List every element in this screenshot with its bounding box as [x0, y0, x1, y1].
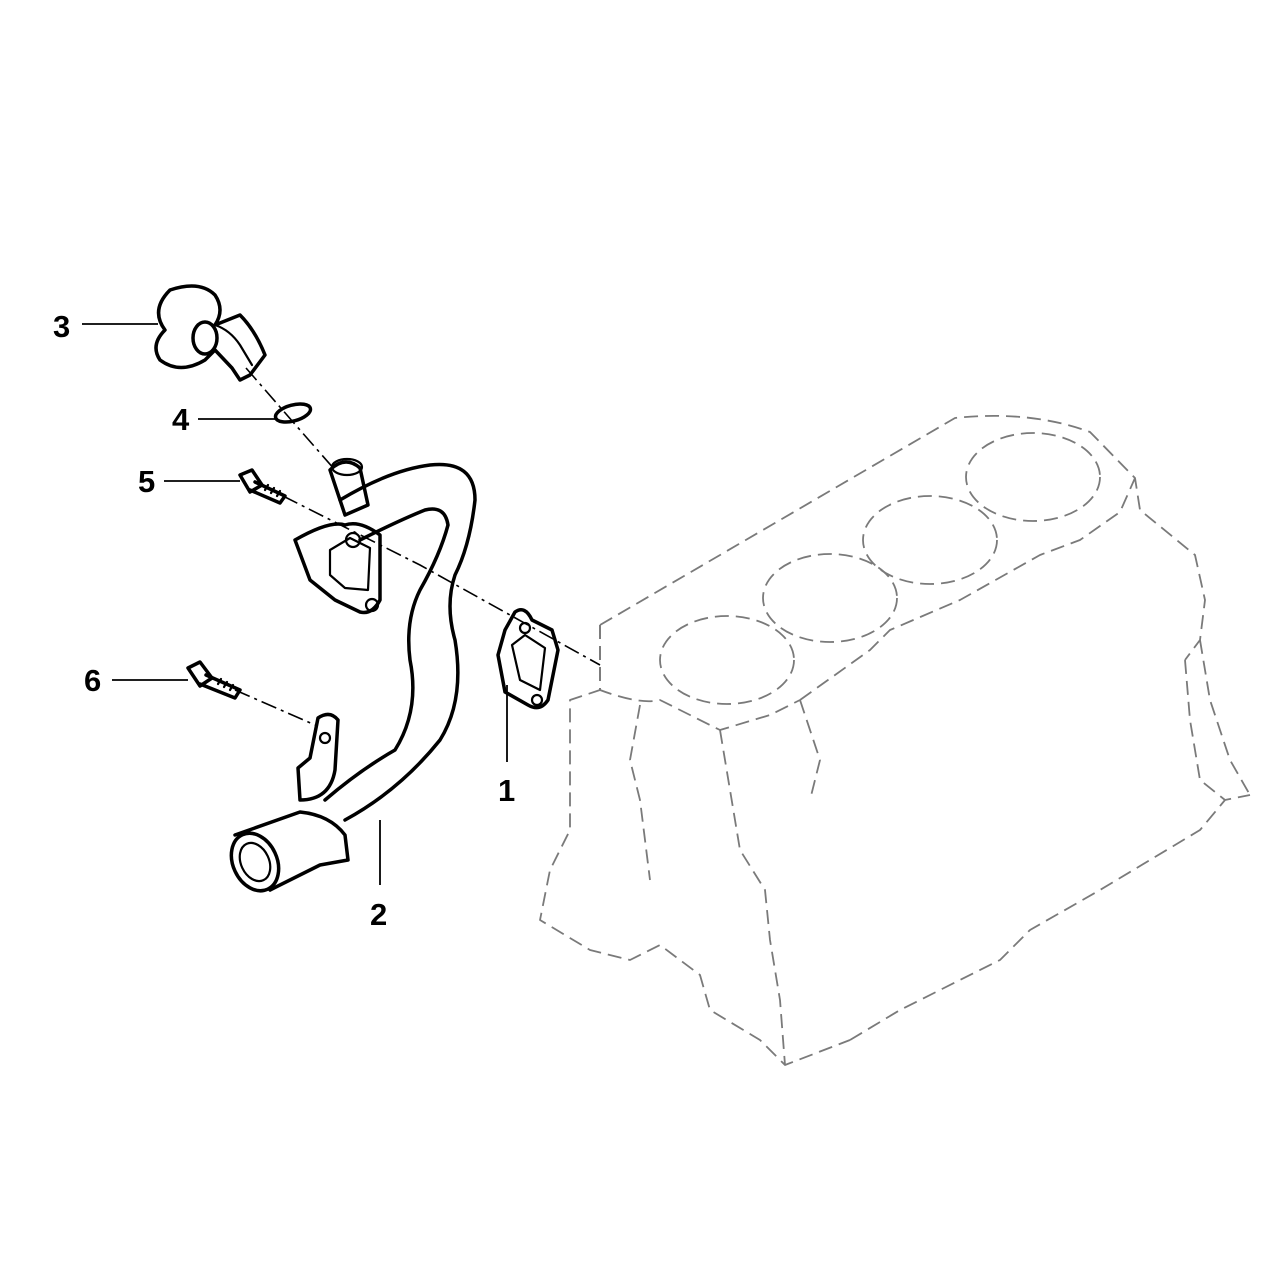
- callout-labels: 3 4 5 6 1 2: [53, 309, 515, 932]
- callout-6: 6: [84, 663, 101, 698]
- part-2-water-pipe: [229, 457, 477, 893]
- callout-4: 4: [172, 402, 190, 437]
- part-1-gasket: [496, 608, 560, 710]
- callout-1: 1: [498, 773, 515, 808]
- callout-5: 5: [138, 464, 155, 499]
- callout-3: 3: [53, 309, 70, 344]
- part-3-elbow-hose: [154, 284, 267, 382]
- leader-lines: [82, 323, 508, 885]
- assembly-axis-lines: [234, 367, 601, 726]
- part-5-bolt: [238, 468, 287, 505]
- part-4-o-ring: [273, 402, 313, 424]
- part-6-bolt: [186, 660, 242, 700]
- engine-block-phantom: [539, 414, 1251, 1066]
- callout-2: 2: [370, 897, 387, 932]
